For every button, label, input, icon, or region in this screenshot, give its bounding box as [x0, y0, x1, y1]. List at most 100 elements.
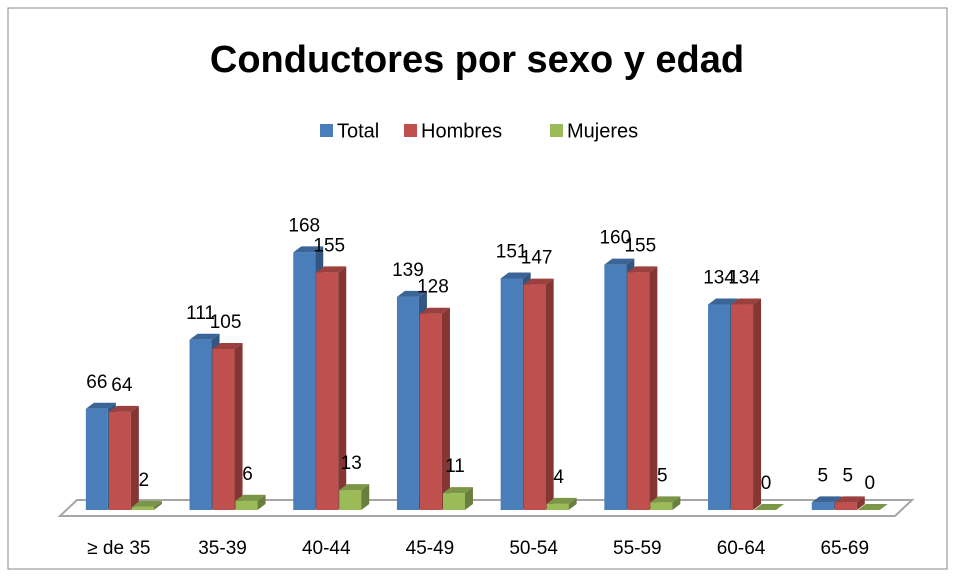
data-label: 139	[392, 260, 424, 281]
chart-title: Conductores por sexo y edad	[210, 39, 744, 81]
bar-front	[396, 296, 419, 510]
bar	[108, 405, 139, 510]
bar	[754, 504, 785, 510]
data-label: 134	[703, 268, 735, 289]
bar-side	[153, 500, 162, 510]
bar-front	[442, 493, 465, 510]
bar-top	[442, 487, 473, 494]
bar-top	[235, 494, 266, 501]
bar-side	[464, 487, 473, 510]
bar-front	[85, 408, 108, 510]
bar-side	[130, 405, 139, 510]
data-label: 128	[417, 277, 449, 298]
legend-swatch	[404, 124, 417, 137]
bar-top	[293, 246, 324, 253]
data-label: 5	[842, 465, 853, 486]
bar-side	[568, 497, 577, 510]
data-label: 105	[210, 312, 242, 333]
bar-front	[834, 502, 857, 510]
bar-top	[189, 333, 220, 340]
bar-top	[708, 298, 739, 305]
bar-side	[753, 298, 762, 510]
bar-front	[708, 304, 731, 510]
bar-side	[545, 278, 554, 510]
bar-side	[257, 494, 266, 510]
bar-side	[649, 266, 658, 510]
bar-front	[212, 349, 235, 510]
legend-label: Total	[337, 120, 379, 142]
data-label: 6	[242, 464, 253, 485]
bar-top	[85, 402, 116, 409]
bar-top	[546, 497, 577, 504]
bar-front	[316, 272, 339, 510]
x-tick-label: 55-59	[613, 538, 662, 559]
bar-front	[604, 264, 627, 510]
data-label: 160	[599, 228, 631, 249]
bar	[857, 504, 888, 510]
bar	[627, 266, 658, 510]
bar	[650, 496, 681, 510]
bar-top	[108, 405, 139, 412]
x-tick-label: 50-54	[509, 538, 558, 559]
bar-side	[234, 343, 243, 510]
legend-swatch	[550, 124, 563, 137]
bar	[131, 500, 162, 510]
bar-side	[672, 496, 681, 510]
bar-top	[396, 290, 427, 297]
data-label: 11	[445, 456, 465, 477]
bar	[523, 278, 554, 510]
data-label: 64	[111, 375, 133, 396]
chart-border	[7, 7, 948, 570]
bar-front	[108, 411, 131, 510]
bar-top	[627, 266, 658, 273]
bar-side	[856, 496, 865, 510]
bar-top	[834, 496, 865, 503]
legend-label: Mujeres	[567, 120, 638, 142]
x-tick-label: ≥ de 35	[87, 538, 150, 559]
bar-front	[235, 500, 258, 510]
bar-side	[338, 266, 347, 510]
data-label: 5	[657, 465, 668, 486]
bar-top	[731, 298, 762, 305]
bar-front	[731, 304, 754, 510]
bar-front	[131, 506, 154, 510]
data-label: 5	[817, 465, 828, 486]
data-label: 2	[139, 470, 150, 491]
bar-front	[523, 284, 546, 510]
data-label: 0	[761, 473, 772, 494]
bar-top	[131, 500, 162, 507]
bar-top	[212, 343, 243, 349]
legend-label: Hombres	[421, 120, 502, 142]
data-label: 134	[728, 268, 760, 289]
bar-front	[339, 490, 362, 510]
floor	[57, 499, 915, 517]
bar	[339, 484, 370, 510]
data-label: 155	[313, 235, 345, 256]
bar	[442, 487, 473, 510]
bar-top	[811, 496, 842, 503]
bar	[546, 497, 577, 510]
bar-front	[627, 272, 650, 510]
data-label: 66	[86, 372, 107, 393]
bar-top	[500, 272, 531, 279]
data-label: 4	[553, 467, 564, 488]
bar-top	[857, 504, 888, 510]
bar-top	[419, 307, 450, 314]
bar-front	[419, 313, 442, 510]
data-label: 111	[186, 303, 215, 324]
bar-front	[293, 252, 316, 510]
bar-front	[811, 502, 834, 510]
bar-top	[523, 278, 554, 285]
bar	[316, 266, 347, 510]
bar	[212, 343, 243, 510]
x-tick-label: 35-39	[198, 538, 247, 559]
bar	[235, 494, 266, 510]
x-tick-label: 60-64	[717, 538, 766, 559]
bar-top	[339, 484, 370, 491]
x-tick-label: 40-44	[302, 538, 351, 559]
data-label: 151	[496, 241, 528, 262]
bar-front	[546, 503, 569, 510]
bar-front	[500, 278, 523, 510]
bar	[419, 307, 450, 510]
